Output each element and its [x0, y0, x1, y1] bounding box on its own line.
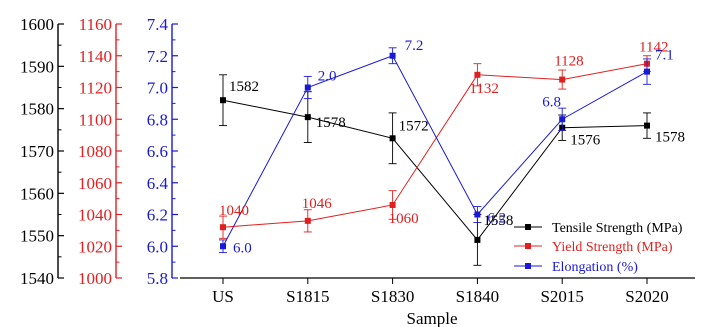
elongation-data-label: 2.0 — [318, 69, 337, 85]
tensile-y-tick-label: 1570 — [20, 142, 54, 161]
elongation-data-label: 7.1 — [655, 48, 674, 64]
yield-y-tick-label: 1080 — [78, 142, 112, 161]
legend-marker-yield — [525, 243, 531, 249]
elongation-y-tick-label: 7.2 — [147, 47, 168, 66]
tensile-data-label: 1576 — [570, 133, 601, 149]
axes-layer: US S1815 S1830 S1840 S2015 S2020 1540 1550 1560 1… — [20, 15, 695, 306]
tensile-marker — [644, 122, 650, 129]
legend-marker-elongation — [525, 263, 531, 269]
tensile-series-line — [222, 99, 648, 241]
elongation-series-line — [222, 55, 648, 247]
elongation-marker — [644, 68, 650, 75]
x-axis-title: Sample — [407, 309, 458, 327]
tensile-y-tick-label: 1600 — [20, 15, 54, 34]
x-tick-label: S2015 — [540, 287, 583, 306]
yield-marker — [474, 71, 481, 78]
data-labels-layer: 1582 1578 1572 1558 1576 1578 1040 1046 1060 1132… — [219, 38, 685, 257]
x-tick-label: S2020 — [625, 287, 668, 306]
tensile-marker — [389, 135, 396, 142]
yield-marker — [389, 201, 396, 208]
x-tick-label: US — [212, 287, 234, 306]
tensile-marker — [220, 97, 226, 104]
tensile-y-tick-label: 1540 — [20, 269, 54, 288]
x-tick-label: S1830 — [371, 287, 414, 306]
yield-y-tick-label: 1060 — [78, 174, 112, 193]
yield-y-tick-label: 1120 — [79, 79, 112, 98]
elongation-y-tick-label: 7.4 — [147, 15, 169, 34]
elongation-y-tick-label: 6.4 — [147, 174, 169, 193]
yield-data-label: 1046 — [302, 196, 333, 212]
tensile-marker — [304, 114, 311, 121]
tensile-y-tick-label: 1550 — [20, 227, 54, 246]
elongation-marker — [304, 84, 311, 91]
x-tick-label: S1815 — [286, 287, 329, 306]
tensile-data-label: 1572 — [399, 118, 429, 134]
yield-data-label: 1060 — [389, 211, 419, 227]
legend-label-yield: Yield Strength (MPa) — [552, 240, 673, 255]
elongation-marker — [559, 116, 566, 123]
yield-y-tick-label: 1100 — [79, 110, 112, 129]
tensile-data-label: 1578 — [316, 115, 346, 131]
elongation-data-label: 6.2 — [487, 211, 506, 227]
yield-marker — [559, 76, 566, 83]
tensile-data-label: 1582 — [229, 79, 259, 95]
yield-marker — [304, 217, 311, 224]
elongation-y-tick-label: 6.8 — [147, 110, 168, 129]
tensile-y-tick-label: 1590 — [20, 57, 54, 76]
yield-marker — [220, 224, 226, 231]
yield-y-tick-label: 1140 — [79, 47, 112, 66]
yield-data-label: 1040 — [219, 203, 249, 219]
legend-label-elongation: Elongation (%) — [552, 260, 638, 275]
x-tick-label: S1840 — [456, 287, 499, 306]
yield-data-label: 1142 — [639, 40, 668, 56]
tensile-marker — [474, 236, 481, 243]
yield-y-tick-label: 1020 — [78, 237, 112, 256]
tensile-y-tick-label: 1560 — [20, 184, 54, 203]
elongation-y-tick-label: 6.2 — [147, 206, 168, 225]
elongation-marker — [220, 243, 226, 250]
elongation-y-tick-label: 6.0 — [147, 237, 168, 256]
elongation-y-tick-label: 6.6 — [147, 142, 168, 161]
legend-marker-tensile — [525, 224, 531, 230]
elongation-data-label: 6.0 — [233, 240, 252, 256]
tensile-data-label: 1578 — [655, 130, 685, 146]
tensile-data-label: 1558 — [483, 213, 513, 229]
yield-data-label: 1132 — [469, 81, 498, 97]
yield-y-tick-label: 1000 — [78, 269, 112, 288]
elongation-data-label: 7.2 — [405, 38, 424, 54]
elongation-marker — [389, 52, 396, 59]
elongation-y-tick-label: 7.0 — [147, 79, 168, 98]
elongation-y-tick-label: 5.8 — [147, 269, 168, 288]
yield-data-label: 1128 — [554, 54, 583, 70]
legend-label-tensile: Tensile Strength (MPa) — [552, 221, 683, 236]
elongation-marker — [474, 211, 481, 218]
legend: Tensile Strength (MPa) Yield Strength (MP… — [514, 221, 683, 275]
yield-y-tick-label: 1160 — [79, 15, 112, 34]
tensile-y-tick-label: 1580 — [20, 100, 54, 119]
series-layer — [219, 47, 651, 266]
yield-y-tick-label: 1040 — [78, 206, 112, 225]
elongation-data-label: 6.8 — [542, 94, 561, 110]
yield-series-line — [222, 63, 648, 228]
